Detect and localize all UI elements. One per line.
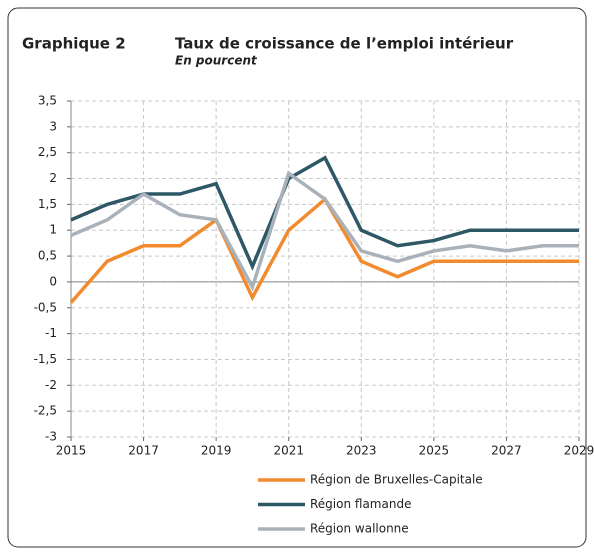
frame [7, 7, 587, 548]
y-tick-label: -2,5 [34, 404, 57, 418]
x-tick-label: 2023 [346, 444, 377, 458]
x-tick-label: 2021 [273, 444, 304, 458]
x-tick-label: 2029 [564, 444, 594, 458]
y-tick-label: 1,5 [38, 197, 57, 211]
x-tick-label: 2019 [201, 444, 232, 458]
y-tick-label: 3 [49, 119, 57, 133]
chart-subtitle: En pourcent [175, 54, 258, 68]
x-tick-label: 2017 [128, 444, 159, 458]
x-tick-label: 2025 [419, 444, 450, 458]
x-tick-label: 2015 [56, 444, 87, 458]
figure-label: Graphique 2 [22, 35, 126, 53]
y-tick-label: 3,5 [38, 94, 57, 108]
legend-label: Région de Bruxelles-Capitale [310, 473, 483, 487]
y-tick-label: 2,5 [38, 145, 57, 159]
series-line [70, 155, 579, 271]
y-tick-label: -1 [45, 326, 57, 340]
y-tick-label: -0,5 [34, 300, 57, 314]
legend-label: Région wallonne [310, 522, 409, 536]
y-tick-label: -2 [45, 378, 57, 392]
y-tick-label: 0,5 [38, 249, 57, 263]
chart-title: Taux de croissance de l’emploi intérieur [175, 35, 514, 53]
y-tick-label: 2 [49, 171, 57, 185]
legend-label: Région flamande [310, 497, 411, 511]
y-tick-label: 1 [49, 223, 57, 237]
y-tick-label: 0 [49, 274, 57, 288]
series-line [70, 170, 579, 292]
x-tick-label: 2027 [491, 444, 522, 458]
y-tick-label: -1,5 [34, 352, 57, 366]
y-tick-label: -3 [45, 430, 57, 444]
